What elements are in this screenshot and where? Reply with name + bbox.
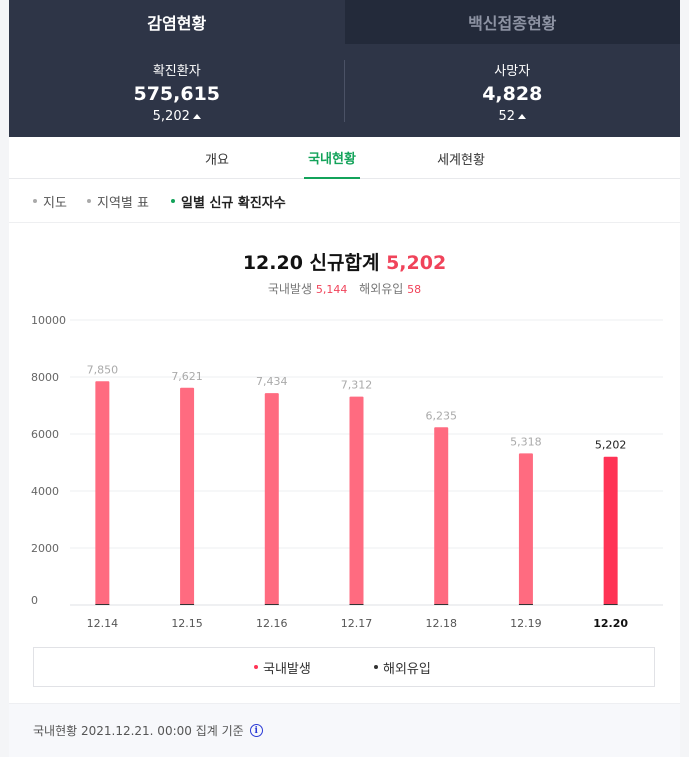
domestic-value: 5,144 (315, 283, 348, 296)
bar-domestic[interactable] (434, 427, 449, 605)
bar-domestic[interactable] (95, 381, 110, 605)
tab-vaccination-status[interactable]: 백신접종현황 (344, 0, 680, 44)
stat-deaths-label: 사망자 (494, 64, 531, 79)
chart-legend: 국내발생 해외유입 (33, 647, 655, 687)
bar-overseas (95, 604, 110, 605)
filter-region-table-label: 지역별 표 (97, 195, 149, 211)
stat-deaths-change-value: 52 (498, 109, 516, 124)
x-tick-label: 12.17 (341, 617, 373, 630)
bar-value-label: 6,235 (425, 409, 457, 422)
legend-domestic[interactable]: 국내발생 (254, 648, 311, 686)
tab-infection-status[interactable]: 감염현황 (9, 0, 345, 44)
daily-cases-chart: 0 2000 4000 6000 8000 10000 7,850 12.14 7,621 12.… (31, 314, 663, 630)
filter-menu: 지도 지역별 표 일별 신규 확진자수 (9, 179, 680, 223)
stat-deaths-value: 4,828 (482, 83, 543, 105)
bar-overseas (349, 604, 364, 605)
y-tick-label: 8000 (31, 371, 59, 384)
x-tick-label: 12.15 (171, 617, 203, 630)
bullet-icon (33, 199, 37, 203)
tab-world[interactable]: 세계현황 (437, 152, 485, 168)
domestic-label: 국내발생 (267, 282, 312, 296)
stat-confirmed-value: 575,615 (133, 83, 221, 105)
stat-confirmed: 확진환자 575,615 5,202 (9, 44, 345, 137)
stats-row: 확진환자 575,615 5,202 사망자 4,828 52 (9, 44, 680, 137)
bar-overseas (264, 604, 279, 605)
bar-domestic[interactable] (349, 396, 364, 605)
legend-overseas[interactable]: 해외유입 (374, 648, 431, 686)
overseas-value: 58 (407, 283, 422, 296)
stat-deaths: 사망자 4,828 52 (345, 44, 681, 137)
bar-value-label: 7,621 (171, 370, 203, 383)
tab-overview[interactable]: 개요 (205, 152, 229, 168)
stat-confirmed-change: 5,202 (153, 109, 201, 124)
chart-title-text: 12.20 신규합계 (242, 252, 380, 274)
bar-value-label: 7,434 (256, 375, 288, 388)
x-tick-label: 12.14 (87, 617, 119, 630)
y-tick-label: 4000 (31, 485, 59, 498)
stat-divider (344, 60, 345, 122)
y-tick-label: 0 (31, 594, 38, 607)
stat-confirmed-change-value: 5,202 (152, 109, 190, 124)
bar-overseas (434, 604, 449, 605)
stat-deaths-change: 52 (498, 109, 527, 124)
x-tick-label: 12.18 (425, 617, 457, 630)
arrow-up-icon (192, 114, 201, 119)
filter-map-label: 지도 (43, 195, 67, 211)
legend-domestic-label: 국내발생 (263, 661, 311, 677)
filter-map[interactable]: 지도 (33, 179, 67, 223)
x-tick-label: 12.19 (510, 617, 542, 630)
bar-domestic[interactable] (603, 456, 618, 605)
summary-header: 감염현황 백신접종현황 확진환자 575,615 5,202 사망자 4,828… (9, 0, 680, 137)
bullet-icon (87, 199, 91, 203)
info-icon[interactable]: i (249, 724, 263, 737)
bar-value-label: 5,318 (510, 435, 542, 448)
bar-overseas (180, 604, 195, 605)
overseas-label: 해외유입 (359, 282, 404, 296)
tab-domestic[interactable]: 국내현황 (304, 137, 360, 179)
bar-value-label: 7,850 (87, 363, 119, 376)
y-tick-label: 6000 (31, 428, 59, 441)
x-tick-label: 12.20 (593, 617, 628, 630)
top-tabs: 감염현황 백신접종현황 (9, 0, 680, 44)
bar-value-label: 5,202 (595, 439, 627, 452)
footer-text: 국내현황 2021.12.21. 00:00 집계 기준 (33, 724, 244, 738)
filter-daily-cases[interactable]: 일별 신규 확진자수 (171, 179, 286, 223)
bar-overseas (603, 604, 618, 605)
bullet-icon (171, 199, 175, 203)
sub-tabs: 개요 국내현황 세계현황 (9, 137, 680, 179)
x-tick-label: 12.16 (256, 617, 288, 630)
bar-domestic[interactable] (518, 453, 533, 605)
chart-title: 12.20 신규합계 5,202 (9, 248, 680, 275)
legend-dot-icon (254, 665, 258, 669)
bar-domestic[interactable] (180, 387, 195, 605)
arrow-up-icon (518, 114, 527, 119)
stat-confirmed-label: 확진환자 (152, 64, 201, 79)
chart-title-total: 5,202 (386, 252, 447, 274)
filter-daily-cases-label: 일별 신규 확진자수 (181, 195, 286, 211)
bar-value-label: 7,312 (341, 379, 373, 392)
y-tick-label: 10000 (31, 314, 66, 327)
page-container: 감염현황 백신접종현황 확진환자 575,615 5,202 사망자 4,828… (9, 0, 680, 757)
legend-overseas-label: 해외유입 (383, 661, 431, 677)
footer: 국내현황 2021.12.21. 00:00 집계 기준 i (9, 703, 680, 757)
bar-domestic[interactable] (264, 393, 279, 605)
chart-subtitle: 국내발생 5,144 해외유입 58 (9, 280, 680, 297)
filter-region-table[interactable]: 지역별 표 (87, 179, 149, 223)
legend-dot-icon (374, 665, 378, 669)
y-tick-label: 2000 (31, 542, 59, 555)
bar-overseas (518, 604, 533, 605)
